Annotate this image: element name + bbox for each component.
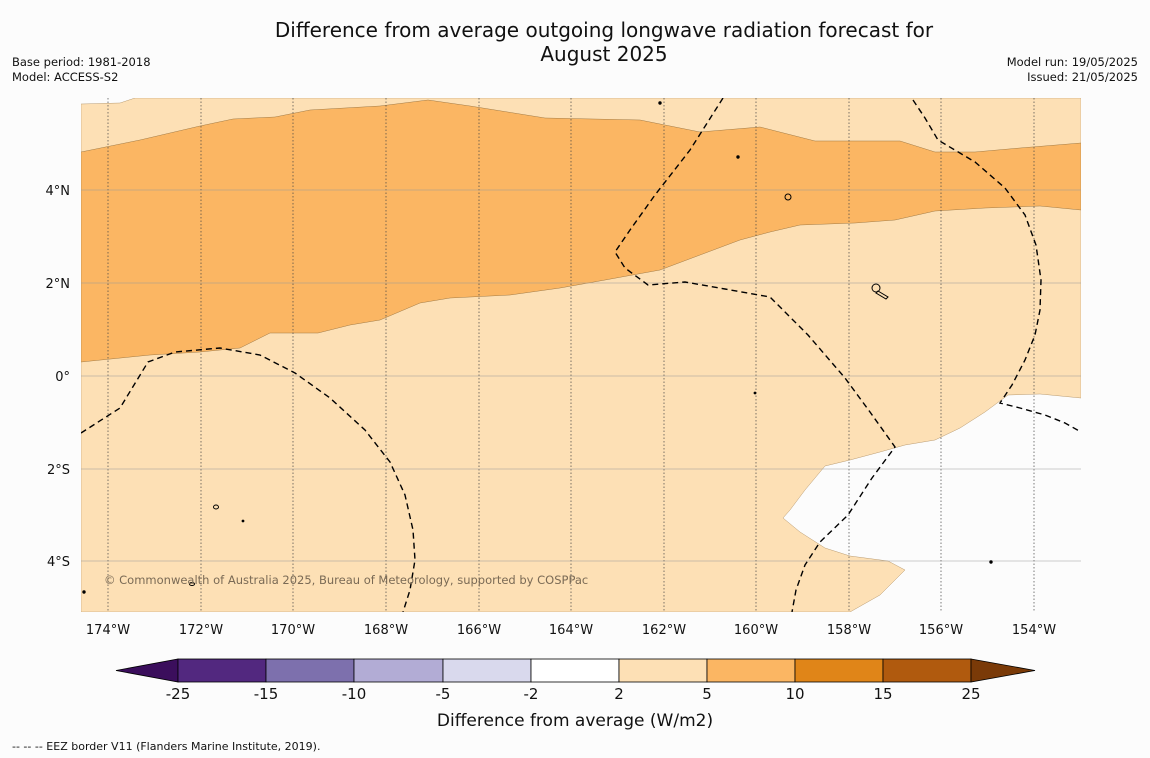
colorbar-tick-label: 15	[873, 685, 892, 703]
colorbar-tick-label: 5	[702, 685, 712, 703]
island-outline	[871, 283, 881, 293]
island-dot	[241, 519, 245, 523]
colorbar-tick-label: 10	[785, 685, 804, 703]
title-line-1: Difference from average outgoing longwav…	[274, 18, 934, 42]
latitude-label: 4°S	[47, 555, 70, 570]
colorbar-segment	[177, 658, 267, 683]
colorbar-extend-max	[970, 658, 1036, 683]
colorbar-tick-label: -2	[524, 685, 539, 703]
eez-border	[912, 99, 1081, 433]
island-outline	[875, 290, 889, 300]
graticule	[81, 98, 1081, 612]
colorbar-segment	[618, 658, 708, 683]
island-dot	[753, 391, 757, 395]
longitude-label: 156°W	[919, 623, 963, 638]
latitude-label: 2°S	[47, 463, 70, 478]
map-plot-area	[81, 98, 1081, 612]
colorbar-segment	[530, 658, 620, 683]
copyright-notice: © Commonwealth of Australia 2025, Bureau…	[104, 573, 588, 587]
latitude-labels: 4°N 2°N 0° 2°S 4°S	[46, 184, 71, 570]
longitude-label: 174°W	[86, 623, 130, 638]
longitude-label: 160°W	[734, 623, 778, 638]
title-line-2: August 2025	[540, 42, 668, 66]
colorbar-segment	[442, 658, 532, 683]
latitude-label: 0°	[55, 370, 70, 385]
model-run: Model run: 19/05/2025	[1006, 55, 1138, 69]
colorbar-extend-min	[115, 658, 179, 683]
longitude-label: 166°W	[457, 623, 501, 638]
meta-right: Model run: 19/05/2025 Issued: 21/05/2025	[1007, 55, 1138, 85]
meta-left: Base period: 1981-2018 Model: ACCESS-S2	[12, 55, 151, 85]
island-dot	[989, 560, 993, 564]
model-name: Model: ACCESS-S2	[12, 70, 119, 84]
latitude-label: 4°N	[46, 184, 71, 199]
longitude-label: 164°W	[549, 623, 593, 638]
longitude-label: 168°W	[364, 623, 408, 638]
colorbar-segment	[265, 658, 355, 683]
island-outline	[189, 582, 195, 586]
colorbar-segment	[706, 658, 796, 683]
islands	[82, 101, 993, 594]
colorbar-segment	[882, 658, 972, 683]
longitude-label: 158°W	[827, 623, 871, 638]
base-period: Base period: 1981-2018	[12, 55, 151, 69]
issued-date: Issued: 21/05/2025	[1027, 70, 1138, 84]
colorbar-title: Difference from average (W/m2)	[437, 711, 713, 731]
anomaly-region-medium	[81, 99, 1081, 363]
longitude-label: 162°W	[642, 623, 686, 638]
colorbar-tick-label: 25	[961, 685, 980, 703]
colorbar-tick-label: -5	[436, 685, 451, 703]
map-title: Difference from average outgoing longwav…	[200, 18, 1008, 66]
colorbar-tick-label: -15	[254, 685, 279, 703]
island-dot	[82, 590, 86, 594]
colorbar-segment	[794, 658, 884, 683]
eez-borders	[81, 98, 1081, 612]
latitude-label: 2°N	[46, 277, 71, 292]
island-dot	[736, 155, 740, 159]
longitude-label: 172°W	[179, 623, 223, 638]
longitude-label: 170°W	[271, 623, 315, 638]
colorbar-tick-label: 2	[614, 685, 624, 703]
longitude-labels: 174°W 172°W 170°W 168°W 166°W 164°W 162°W 160°W…	[86, 623, 1056, 638]
island-outline	[784, 193, 792, 201]
colorbar-tick-label: -25	[166, 685, 191, 703]
colorbar-tick-label: -10	[342, 685, 367, 703]
colorbar: -25 -15 -10 -5 -2 2 5 10 15 25	[115, 658, 1036, 703]
colorbar-segment	[353, 658, 444, 683]
eez-footnote: -- -- -- EEZ border V11 (Flanders Marine…	[12, 740, 321, 753]
island-dot	[658, 101, 662, 105]
longitude-label: 154°W	[1012, 623, 1056, 638]
island-outline	[213, 504, 219, 510]
